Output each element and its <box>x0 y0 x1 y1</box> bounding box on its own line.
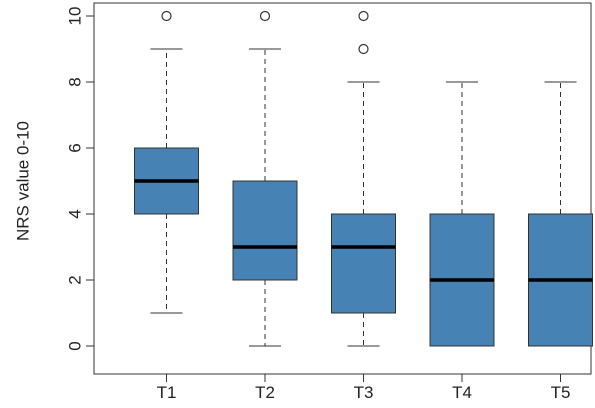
x-tick-label: T2 <box>255 383 275 402</box>
x-tick-label: T1 <box>157 383 177 402</box>
box-t5 <box>528 81 593 347</box>
y-tick-label: 10 <box>65 7 84 26</box>
outlier-point <box>161 10 172 22</box>
x-tick-label: T3 <box>354 383 374 402</box>
box-t3 <box>331 10 396 347</box>
y-tick-label: 2 <box>65 275 84 284</box>
box-t1 <box>134 10 199 314</box>
outlier-point <box>358 10 369 22</box>
iqr-box <box>232 180 298 281</box>
box-t4 <box>429 81 495 347</box>
plot-frame <box>93 2 592 375</box>
y-tick-label: 4 <box>65 209 84 218</box>
x-tick-label: T5 <box>551 383 571 402</box>
x-axis: T1 T2 T3 T4 T5 <box>157 374 571 402</box>
outlier-point <box>358 43 369 55</box>
y-axis: 0 2 4 6 8 10 <box>65 7 94 351</box>
box-series <box>134 10 593 347</box>
y-tick-label: 6 <box>65 143 84 152</box>
box-t2 <box>232 10 298 347</box>
iqr-box <box>331 213 396 314</box>
outlier-point <box>259 10 271 22</box>
x-tick-label: T4 <box>452 383 472 402</box>
y-axis-title: NRS value 0-10 <box>13 121 32 241</box>
y-tick-label: 8 <box>65 77 84 86</box>
y-tick-label: 0 <box>65 341 84 350</box>
